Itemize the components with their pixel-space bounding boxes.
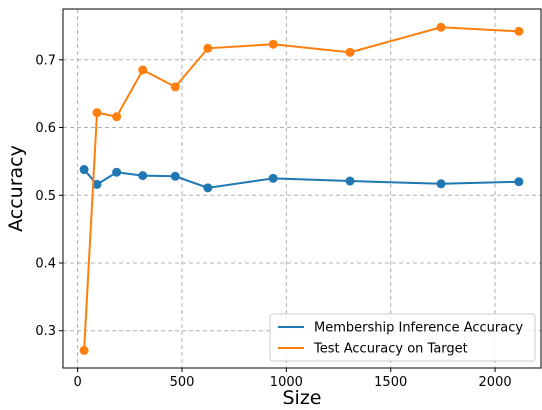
- x-tick-label: 0: [73, 375, 81, 390]
- data-point: [170, 171, 180, 181]
- series-1: [79, 165, 524, 193]
- x-tick-label: 1000: [270, 375, 303, 390]
- data-point: [112, 167, 122, 177]
- series-2: [79, 22, 524, 355]
- x-axis-title: Size: [282, 387, 321, 409]
- y-axis-title: Accuracy: [5, 145, 27, 232]
- legend: Membership Inference Accuracy Test Accura…: [269, 313, 536, 362]
- data-point: [112, 112, 122, 122]
- data-point: [138, 171, 148, 181]
- y-tick-label: 0.6: [35, 121, 56, 136]
- data-point: [268, 173, 278, 183]
- data-point: [170, 82, 180, 92]
- series-line: [83, 26, 519, 351]
- x-tick-label: 500: [170, 375, 195, 390]
- series-layer: [79, 22, 524, 355]
- x-tick-label: 2000: [479, 375, 512, 390]
- data-point: [345, 47, 355, 57]
- data-point: [92, 179, 102, 189]
- legend-label: Test Accuracy on Target: [313, 342, 468, 357]
- data-point: [203, 43, 213, 53]
- data-point: [514, 177, 524, 187]
- series-line: [83, 168, 519, 189]
- plot-frame: [62, 8, 542, 369]
- data-point: [436, 22, 446, 32]
- data-point: [436, 179, 446, 189]
- data-point: [514, 26, 524, 36]
- legend-box: [269, 313, 536, 362]
- x-tick-label: 1500: [374, 375, 407, 390]
- data-point: [268, 39, 278, 49]
- data-point: [203, 183, 213, 193]
- data-point: [79, 165, 89, 175]
- y-tick-label: 0.3: [35, 324, 56, 339]
- y-tick-label: 0.4: [35, 257, 56, 272]
- y-tick-label: 0.7: [35, 53, 56, 68]
- legend-label: Membership Inference Accuracy: [314, 321, 523, 336]
- data-point: [345, 176, 355, 186]
- y-tick-label: 0.5: [35, 189, 56, 204]
- data-point: [92, 108, 102, 118]
- axis-ticks: 0 500 1000 1500 2000 0.3 0.4 0.5 0.6 0.7: [35, 53, 511, 390]
- data-point: [138, 65, 148, 75]
- data-point: [79, 345, 89, 355]
